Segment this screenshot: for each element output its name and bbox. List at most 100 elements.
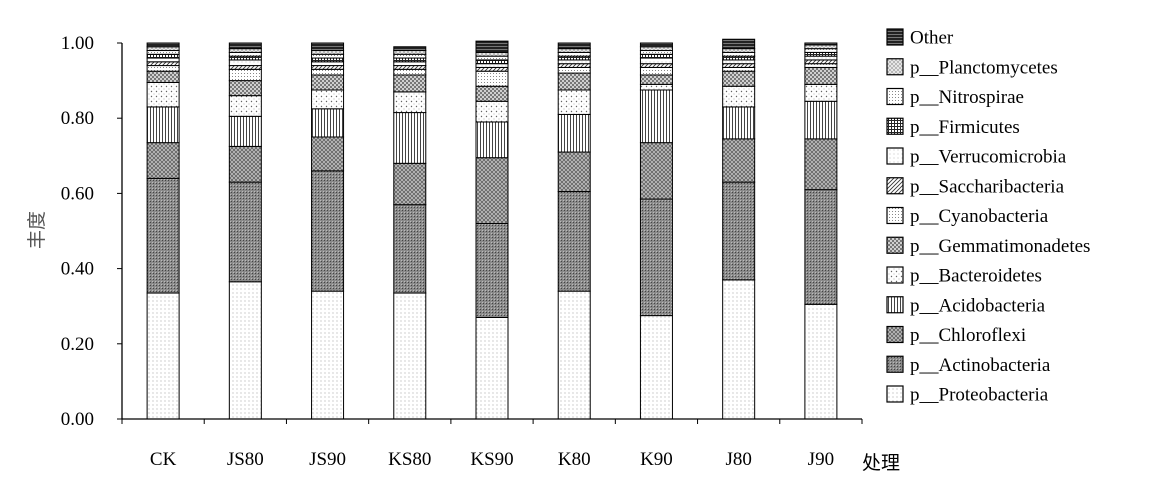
- bar-segment-pgemmatimonadetes: [639, 74, 673, 85]
- bar-segment-pnitrospirae: [557, 51, 591, 57]
- bar-stack-ks90: [475, 40, 509, 420]
- bar-segment-psaccharibacteria: [311, 65, 345, 70]
- legend-label: p__Firmicutes: [910, 117, 1020, 138]
- bar-segment-pgemmatimonadetes: [722, 70, 756, 87]
- bar-segment-pnitrospirae: [722, 51, 756, 57]
- y-tick-label: 0.40: [61, 259, 94, 280]
- bar-segment-pactinobacteria: [639, 198, 673, 317]
- bar-segment-pcyanobacteria: [311, 68, 345, 76]
- legend-swatch: [886, 325, 904, 344]
- bar-segment-pacidobacteria: [722, 106, 756, 140]
- bar-segment-pcyanobacteria: [228, 68, 262, 82]
- legend-swatch: [886, 236, 904, 254]
- bar-segment-pbacteroidetes: [475, 100, 509, 123]
- bar-segment-pplanctomycetes: [557, 48, 591, 53]
- legend-item: p__Proteobacteria: [886, 385, 1049, 406]
- bar-segment-pgemmatimonadetes: [311, 74, 345, 91]
- x-tick-label: KS80: [388, 449, 431, 470]
- x-tick-label: J80: [725, 449, 751, 470]
- x-axis-title: 处理: [862, 452, 900, 474]
- y-axis-ticks: 0.00 0.20 0.40 0.60 0.80 1.00: [61, 33, 122, 430]
- legend-swatch: [886, 147, 904, 165]
- bar-segment-pcyanobacteria: [557, 66, 591, 74]
- bar-segment-pfirmicutes: [557, 55, 591, 61]
- bar-segment-pplanctomycetes: [804, 44, 838, 50]
- bar-segment-pchloroflexi: [393, 162, 427, 206]
- legend-item: p__Cyanobacteria: [886, 206, 1049, 227]
- bar-segment-pnitrospirae: [475, 55, 509, 61]
- bar-segment-pfirmicutes: [228, 55, 262, 61]
- bar-segment-pactinobacteria: [557, 191, 591, 292]
- bar-segment-pplanctomycetes: [146, 46, 180, 52]
- legend-item: p__Chloroflexi: [886, 325, 1026, 346]
- legend-label: p__Chloroflexi: [910, 325, 1026, 346]
- legend-item: p__Nitrospirae: [886, 87, 1024, 108]
- bar-segment-pacidobacteria: [475, 121, 509, 159]
- bar-segment-pacidobacteria: [228, 115, 262, 147]
- bar-segment-pnitrospirae: [228, 51, 262, 57]
- bar-segment-pfirmicutes: [804, 51, 838, 57]
- legend-swatch: [886, 355, 904, 373]
- legend-label: p__Acidobacteria: [910, 295, 1046, 316]
- bar-segment-pcyanobacteria: [475, 70, 509, 87]
- legend-swatch: [886, 58, 904, 76]
- bar-segment-pcyanobacteria: [146, 65, 180, 72]
- x-axis-ticks: CK JS80 JS90 KS80 KS90 K80 K90 J80 J90: [121, 419, 863, 470]
- legend-label: p__Nitrospirae: [910, 87, 1024, 108]
- bar-segment-psaccharibacteria: [639, 63, 673, 68]
- bar-segment-pproteobacteria: [311, 290, 345, 420]
- bar-segment-pverrucomicrobia: [228, 59, 262, 67]
- legend-item: p__Acidobacteria: [886, 295, 1046, 316]
- bar-segment-pchloroflexi: [722, 138, 756, 183]
- legend-label: p__Actinobacteria: [910, 355, 1051, 376]
- bar-segment-pacidobacteria: [146, 106, 180, 144]
- bar-segment-pbacteroidetes: [639, 83, 673, 91]
- x-tick-label: JS80: [227, 449, 264, 470]
- legend: Other p__Planctomycetes p__Nitrospirae p__F…: [886, 28, 1090, 406]
- bar-segment-pchloroflexi: [311, 136, 345, 172]
- bar-segment-pactinobacteria: [393, 204, 427, 294]
- bar-segment-pacidobacteria: [804, 100, 838, 140]
- bar-segment-pnitrospirae: [393, 53, 427, 59]
- bar-segment-pgemmatimonadetes: [475, 85, 509, 102]
- bar-segment-pacidobacteria: [557, 113, 591, 153]
- bar-segment-pverrucomicrobia: [146, 57, 180, 63]
- bar-segment-pfirmicutes: [639, 53, 673, 59]
- bar-stack-j90: [804, 42, 838, 420]
- x-tick-label: KS90: [470, 449, 513, 470]
- bar-segment-psaccharibacteria: [804, 59, 838, 65]
- bar-segment-pchloroflexi: [475, 157, 509, 224]
- bar-stack-j80: [722, 38, 756, 420]
- bar-segment-pgemmatimonadetes: [804, 66, 838, 85]
- bar-segment-psaccharibacteria: [228, 65, 262, 70]
- bar-segment-pacidobacteria: [311, 108, 345, 138]
- legend-swatch: [886, 28, 904, 46]
- legend-item: p__Firmicutes: [886, 117, 1020, 138]
- y-tick-label: 0.80: [61, 108, 94, 129]
- bar-segment-pnitrospirae: [311, 53, 345, 59]
- bar-segment-pchloroflexi: [804, 138, 838, 191]
- bar-segment-pchloroflexi: [228, 145, 262, 183]
- legend-label: p__Bacteroidetes: [910, 266, 1042, 287]
- y-tick-label: 0.60: [61, 183, 94, 204]
- legend-swatch: [886, 206, 904, 225]
- bar-segment-other: [557, 42, 591, 50]
- bar-segment-pcyanobacteria: [722, 66, 756, 72]
- y-tick-label: 1.00: [61, 33, 94, 54]
- bar-segment-other: [393, 46, 427, 52]
- bar-segment-pgemmatimonadetes: [228, 80, 262, 97]
- legend-item: Other: [886, 28, 954, 49]
- bar-segment-other: [639, 42, 673, 48]
- bar-segment-psaccharibacteria: [557, 63, 591, 68]
- bar-segment-pactinobacteria: [311, 170, 345, 292]
- y-axis-title: 丰度: [26, 211, 48, 249]
- legend-label: p__Cyanobacteria: [910, 206, 1049, 227]
- bar-segment-psaccharibacteria: [393, 65, 427, 70]
- x-tick-label: JS90: [309, 449, 346, 470]
- bar-segment-pproteobacteria: [722, 279, 756, 420]
- bar-segment-pproteobacteria: [557, 290, 591, 420]
- bar-segment-pproteobacteria: [639, 315, 673, 420]
- bar-segment-pbacteroidetes: [557, 89, 591, 115]
- legend-swatch: [886, 385, 904, 403]
- bar-segment-pactinobacteria: [146, 177, 180, 294]
